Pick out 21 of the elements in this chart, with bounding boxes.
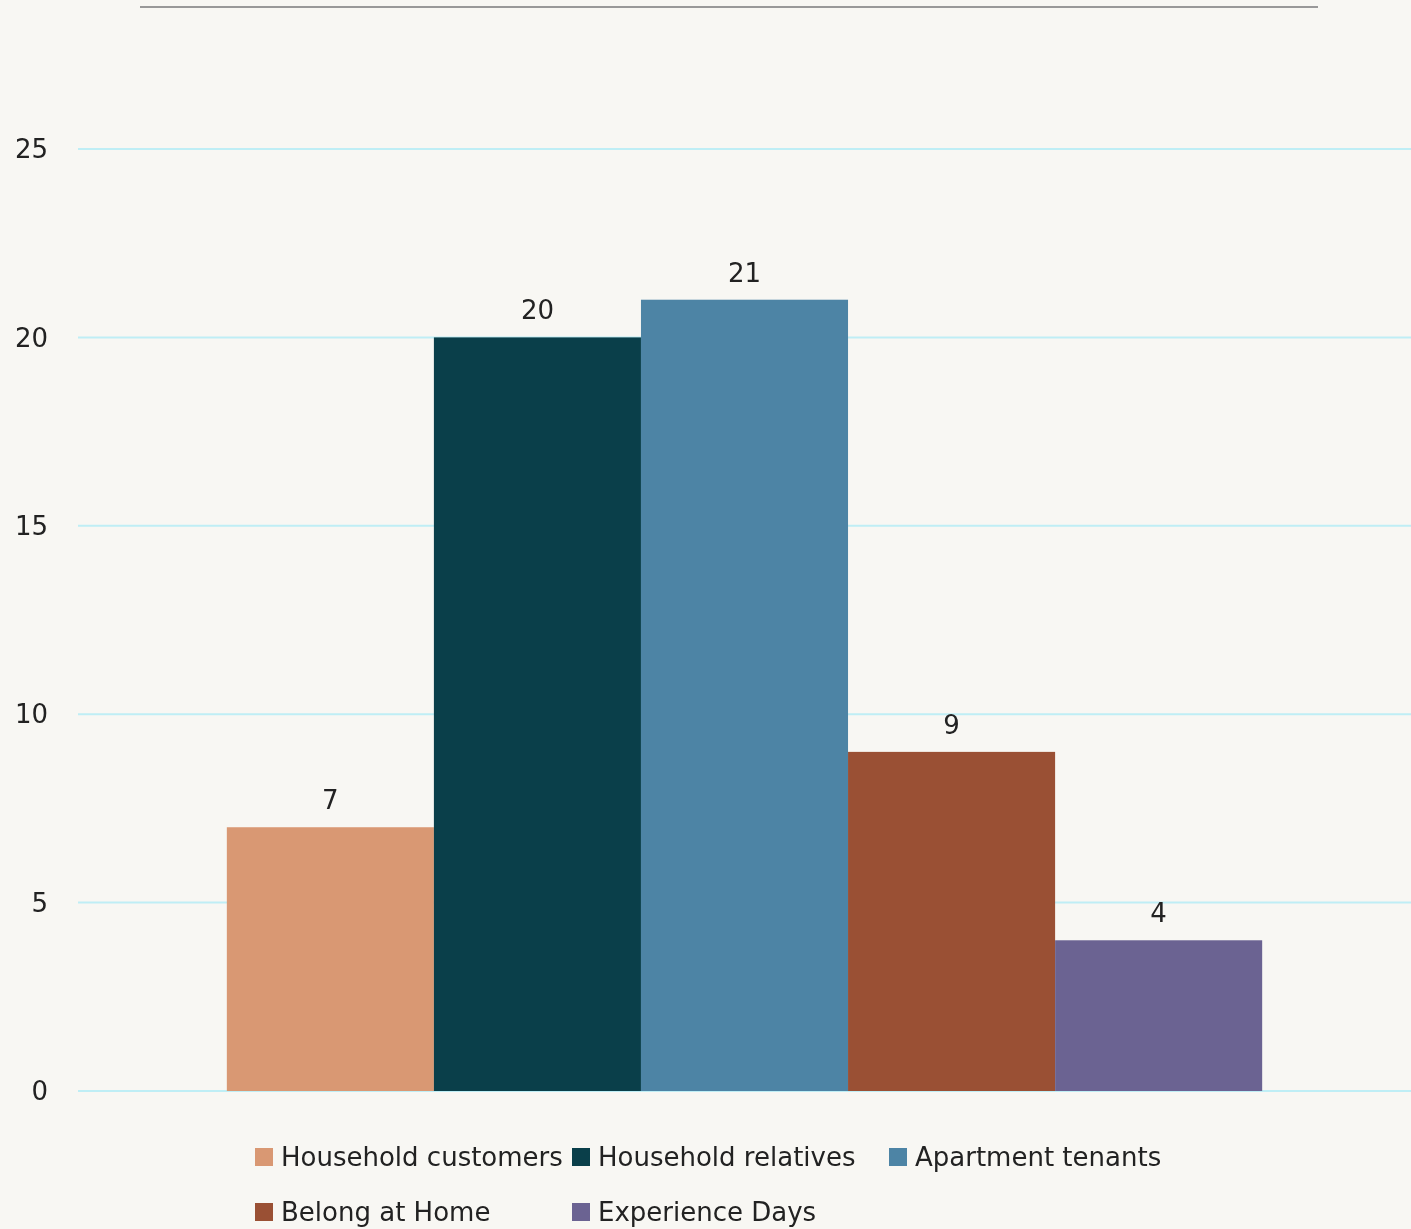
- bar: [226, 827, 434, 1091]
- legend-label: Experience Days: [598, 1197, 817, 1228]
- y-tick-label: 25: [14, 134, 48, 165]
- y-tick-label: 10: [14, 699, 48, 730]
- data-label: 7: [322, 785, 339, 816]
- data-label: 21: [727, 257, 762, 288]
- legend-label: Household relatives: [598, 1142, 856, 1173]
- bar: [640, 299, 849, 1091]
- y-tick-label: 0: [31, 1076, 48, 1107]
- data-label: 9: [943, 709, 960, 740]
- legend-label: Apartment tenants: [915, 1142, 1162, 1173]
- bar: [433, 337, 641, 1091]
- legend-label: Belong at Home: [281, 1197, 491, 1228]
- bar: [848, 751, 1056, 1091]
- data-label: 4: [1150, 898, 1167, 929]
- data-label: 20: [520, 295, 554, 326]
- y-tick-label: 20: [14, 322, 48, 353]
- legend-label: Household customers: [281, 1142, 563, 1173]
- y-tick-label: 15: [14, 510, 48, 541]
- y-tick-label: 5: [31, 887, 48, 918]
- bar: [1055, 940, 1263, 1091]
